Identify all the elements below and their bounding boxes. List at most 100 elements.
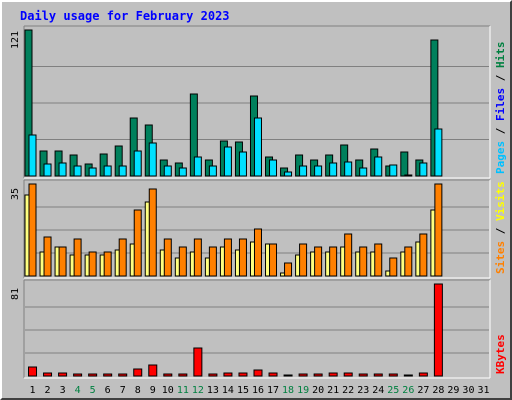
panel-hits-max-label: 121 bbox=[10, 31, 21, 49]
bar-sites-day-7 bbox=[118, 238, 127, 277]
bar-files-day-12 bbox=[193, 156, 202, 177]
bar-hits-day-26 bbox=[400, 151, 409, 177]
x-tick-label-day-11: 11 bbox=[177, 385, 189, 396]
bar-files-day-21 bbox=[329, 162, 338, 177]
x-tick-label-day-31: 31 bbox=[477, 385, 489, 396]
x-tick-label-day-13: 13 bbox=[207, 385, 219, 396]
bar-files-day-23 bbox=[359, 167, 368, 177]
bar-sites-day-8 bbox=[133, 209, 142, 277]
x-tick-label-day-30: 30 bbox=[462, 385, 474, 396]
bar-kbytes-day-26 bbox=[403, 374, 413, 377]
bar-sites-day-23 bbox=[359, 246, 368, 277]
bar-kbytes-day-15 bbox=[238, 372, 248, 377]
bar-sites-day-20 bbox=[314, 246, 323, 277]
bar-sites-day-9 bbox=[148, 188, 157, 277]
bar-kbytes-day-9 bbox=[148, 364, 158, 377]
bar-sites-day-16 bbox=[253, 228, 262, 277]
panel-visits-legend: Sites / Visits bbox=[494, 181, 507, 274]
bar-sites-day-19 bbox=[299, 243, 308, 277]
bar-kbytes-day-2 bbox=[43, 372, 53, 377]
x-tick-label-day-27: 27 bbox=[417, 385, 429, 396]
x-tick-label-day-7: 7 bbox=[120, 385, 126, 396]
x-tick-label-day-15: 15 bbox=[237, 385, 249, 396]
bar-files-day-28 bbox=[434, 128, 443, 177]
bar-kbytes-day-11 bbox=[178, 373, 188, 377]
bar-kbytes-day-23 bbox=[358, 373, 368, 377]
x-tick-label-day-6: 6 bbox=[105, 385, 111, 396]
x-tick-label-day-29: 29 bbox=[447, 385, 459, 396]
bar-kbytes-day-8 bbox=[133, 368, 143, 377]
bar-files-day-3 bbox=[58, 162, 67, 177]
bar-files-day-5 bbox=[88, 167, 97, 177]
bar-files-day-25 bbox=[389, 164, 398, 177]
x-tick-label-day-2: 2 bbox=[45, 385, 51, 396]
legend-kbytes: KBytes bbox=[494, 334, 507, 374]
bar-sites-day-1 bbox=[28, 183, 37, 277]
x-tick-label-day-4: 4 bbox=[75, 385, 81, 396]
bar-kbytes-day-20 bbox=[313, 373, 323, 377]
x-tick-label-day-10: 10 bbox=[162, 385, 174, 396]
bar-kbytes-day-5 bbox=[88, 373, 98, 377]
x-tick-label-day-8: 8 bbox=[135, 385, 141, 396]
legend-hits: Hits bbox=[494, 42, 507, 69]
bar-kbytes-day-17 bbox=[268, 372, 278, 377]
bar-sites-day-24 bbox=[374, 243, 383, 277]
bar-files-day-22 bbox=[344, 161, 353, 177]
panel-kbytes-background bbox=[24, 280, 490, 378]
bar-sites-day-26 bbox=[404, 246, 413, 277]
x-tick-label-day-5: 5 bbox=[90, 385, 96, 396]
bar-sites-day-17 bbox=[269, 243, 278, 277]
panel-hits-legend: Pages / Files / Hits bbox=[494, 42, 507, 175]
x-tick-label-day-17: 17 bbox=[267, 385, 279, 396]
x-tick-label-day-14: 14 bbox=[222, 385, 234, 396]
bar-files-day-18 bbox=[284, 171, 293, 177]
bar-kbytes-day-14 bbox=[223, 372, 233, 377]
x-tick-label-day-9: 9 bbox=[150, 385, 156, 396]
bar-files-day-26 bbox=[404, 174, 413, 177]
bar-kbytes-day-7 bbox=[118, 373, 128, 377]
bar-sites-day-4 bbox=[73, 238, 82, 277]
legend-sites: Sites bbox=[494, 241, 507, 274]
bar-sites-day-27 bbox=[419, 233, 428, 277]
bar-files-day-14 bbox=[223, 146, 232, 177]
bar-sites-day-21 bbox=[329, 246, 338, 277]
bar-sites-day-14 bbox=[223, 238, 232, 277]
bar-files-day-16 bbox=[253, 117, 262, 177]
bar-files-day-19 bbox=[299, 165, 308, 177]
x-tick-label-day-22: 22 bbox=[342, 385, 354, 396]
x-tick-label-day-25: 25 bbox=[387, 385, 399, 396]
bar-kbytes-day-13 bbox=[208, 373, 218, 377]
x-tick-label-day-1: 1 bbox=[30, 385, 36, 396]
bar-sites-day-6 bbox=[103, 251, 112, 277]
bar-sites-day-3 bbox=[58, 246, 67, 277]
bar-kbytes-day-22 bbox=[343, 372, 353, 377]
x-tick-label-day-18: 18 bbox=[282, 385, 294, 396]
bar-kbytes-day-1 bbox=[28, 366, 38, 377]
bar-files-day-11 bbox=[178, 167, 187, 177]
bar-sites-day-18 bbox=[284, 262, 293, 277]
legend-pages: Pages bbox=[494, 141, 507, 174]
bar-sites-day-25 bbox=[389, 257, 398, 277]
bar-files-day-13 bbox=[208, 165, 217, 177]
bar-kbytes-day-27 bbox=[418, 372, 428, 377]
x-tick-label-day-3: 3 bbox=[60, 385, 66, 396]
panel-kbytes-max-label: 81 bbox=[10, 288, 21, 300]
bar-sites-day-12 bbox=[193, 238, 202, 277]
bar-files-day-1 bbox=[28, 134, 37, 177]
bar-kbytes-day-16 bbox=[253, 369, 263, 377]
bar-files-day-24 bbox=[374, 156, 383, 177]
bar-sites-day-13 bbox=[208, 246, 217, 277]
chart-title: Daily usage for February 2023 bbox=[20, 9, 230, 23]
x-tick-label-day-16: 16 bbox=[252, 385, 264, 396]
bar-kbytes-day-21 bbox=[328, 372, 338, 377]
bar-files-day-10 bbox=[163, 165, 172, 177]
bar-files-day-15 bbox=[238, 151, 247, 177]
bar-kbytes-day-25 bbox=[388, 373, 398, 377]
bar-files-day-20 bbox=[314, 165, 323, 177]
bar-files-day-8 bbox=[133, 150, 142, 177]
x-tick-label-day-21: 21 bbox=[327, 385, 339, 396]
x-tick-label-day-26: 26 bbox=[402, 385, 414, 396]
bar-sites-day-10 bbox=[163, 238, 172, 277]
bar-kbytes-day-4 bbox=[73, 373, 83, 377]
